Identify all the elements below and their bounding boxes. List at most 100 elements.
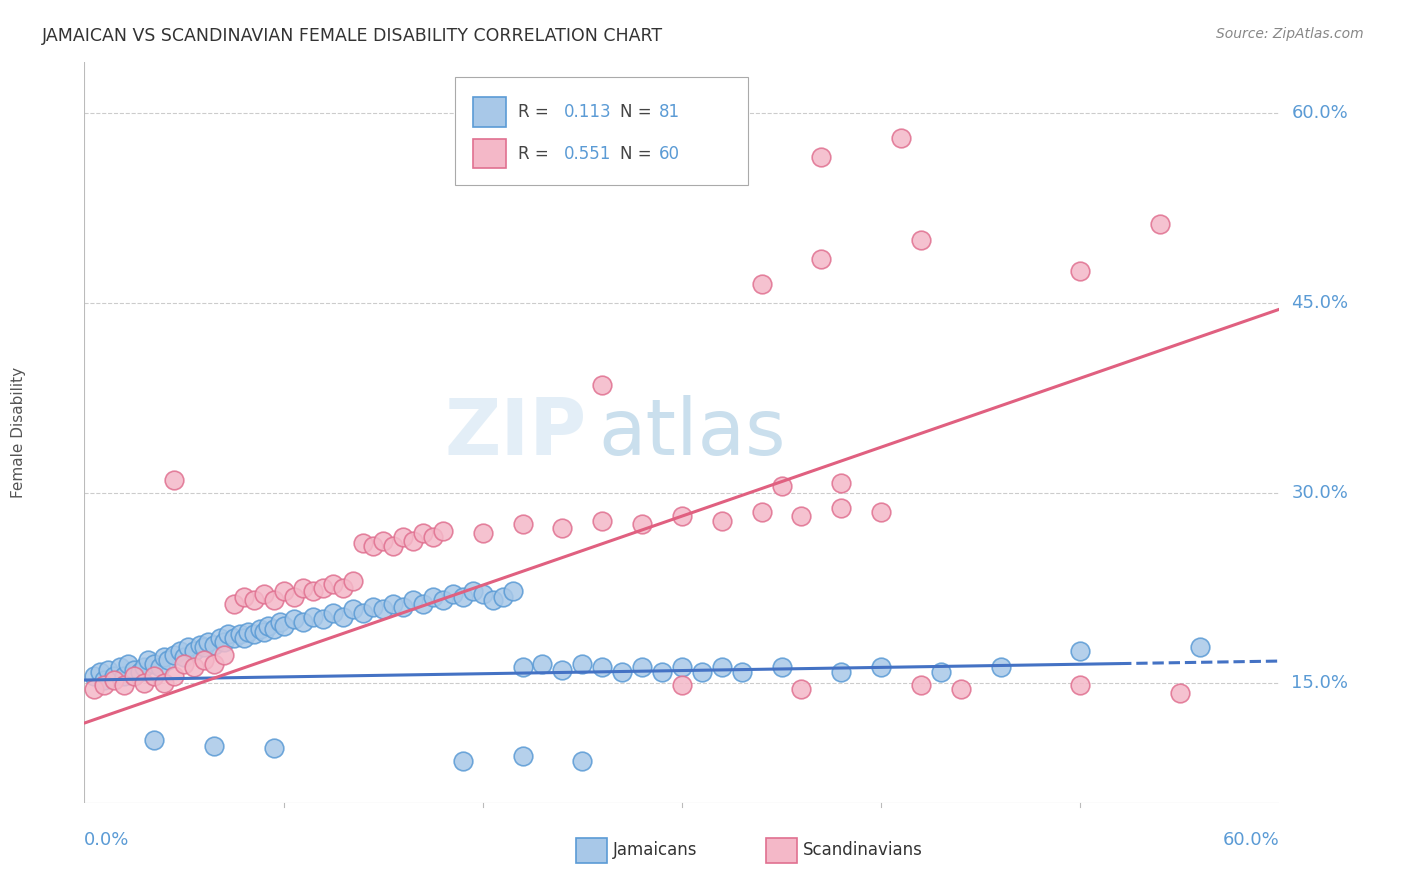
Point xyxy=(830,500,852,515)
Point xyxy=(217,627,239,641)
Point xyxy=(990,660,1012,674)
Point xyxy=(671,508,693,523)
Point xyxy=(352,606,374,620)
Point xyxy=(232,590,254,604)
Point xyxy=(382,539,405,553)
Point xyxy=(332,581,354,595)
Text: 0.551: 0.551 xyxy=(564,145,612,162)
Point xyxy=(157,653,180,667)
Point xyxy=(143,657,166,671)
Point xyxy=(302,584,325,599)
Point xyxy=(312,612,335,626)
Point xyxy=(253,587,276,601)
Point xyxy=(236,624,259,639)
Point xyxy=(163,669,186,683)
Point xyxy=(143,669,166,683)
FancyBboxPatch shape xyxy=(456,78,748,185)
Point xyxy=(273,618,295,632)
Point xyxy=(929,665,952,680)
Point xyxy=(631,660,654,674)
Point xyxy=(571,754,593,768)
Point xyxy=(492,590,515,604)
Point xyxy=(173,657,195,671)
Point xyxy=(870,660,893,674)
Point xyxy=(591,378,613,392)
Point xyxy=(229,627,252,641)
Point xyxy=(169,644,191,658)
Text: 0.0%: 0.0% xyxy=(84,830,129,848)
Text: Jamaicans: Jamaicans xyxy=(613,841,697,859)
Point xyxy=(352,536,374,550)
Point xyxy=(163,473,186,487)
Point xyxy=(103,673,125,687)
Point xyxy=(751,277,773,291)
Point xyxy=(361,539,384,553)
Point xyxy=(770,479,793,493)
Text: 81: 81 xyxy=(659,103,681,121)
Point xyxy=(949,681,972,696)
Point xyxy=(222,632,245,646)
Point xyxy=(751,505,773,519)
Point xyxy=(591,514,613,528)
Point xyxy=(412,526,434,541)
Point xyxy=(890,131,912,145)
Point xyxy=(551,521,574,535)
Text: ZIP: ZIP xyxy=(444,394,586,471)
Text: JAMAICAN VS SCANDINAVIAN FEMALE DISABILITY CORRELATION CHART: JAMAICAN VS SCANDINAVIAN FEMALE DISABILI… xyxy=(42,27,664,45)
Point xyxy=(222,597,245,611)
Point xyxy=(531,657,554,671)
Text: 15.0%: 15.0% xyxy=(1292,673,1348,691)
Point xyxy=(193,640,215,654)
Text: N =: N = xyxy=(620,103,657,121)
Point xyxy=(292,615,315,629)
Point xyxy=(671,157,693,171)
Point xyxy=(830,475,852,490)
Point xyxy=(89,665,111,680)
Point xyxy=(136,653,159,667)
Point xyxy=(283,590,305,604)
Point xyxy=(571,657,593,671)
Point xyxy=(342,574,364,589)
Point xyxy=(402,593,425,607)
Point xyxy=(212,635,235,649)
Point xyxy=(122,663,145,677)
Point xyxy=(910,678,932,692)
Point xyxy=(790,681,813,696)
Point xyxy=(232,632,254,646)
Point xyxy=(183,644,205,658)
Point xyxy=(651,665,673,680)
Point xyxy=(1069,264,1091,278)
Point xyxy=(132,675,156,690)
Point xyxy=(112,678,135,692)
Point xyxy=(1069,644,1091,658)
Point xyxy=(322,606,344,620)
Point xyxy=(830,665,852,680)
Point xyxy=(322,577,344,591)
Point xyxy=(402,533,425,548)
Point xyxy=(451,754,474,768)
Point xyxy=(149,660,172,674)
Point xyxy=(242,627,264,641)
Point xyxy=(177,640,200,654)
Point xyxy=(256,618,278,632)
Point xyxy=(671,660,693,674)
Point xyxy=(1069,678,1091,692)
Point xyxy=(342,602,364,616)
Text: N =: N = xyxy=(620,145,657,162)
Text: Scandinavians: Scandinavians xyxy=(803,841,922,859)
Point xyxy=(263,741,285,756)
Text: Female Disability: Female Disability xyxy=(11,367,27,499)
Point xyxy=(249,623,271,637)
Text: 30.0%: 30.0% xyxy=(1292,483,1348,501)
Point xyxy=(361,599,384,614)
FancyBboxPatch shape xyxy=(472,138,506,169)
Point xyxy=(461,584,484,599)
Point xyxy=(253,624,276,639)
Point xyxy=(710,514,733,528)
Point xyxy=(810,150,832,164)
Point xyxy=(502,584,524,599)
Point xyxy=(117,657,139,671)
Point xyxy=(93,673,115,687)
Point xyxy=(263,593,285,607)
Point xyxy=(269,615,291,629)
